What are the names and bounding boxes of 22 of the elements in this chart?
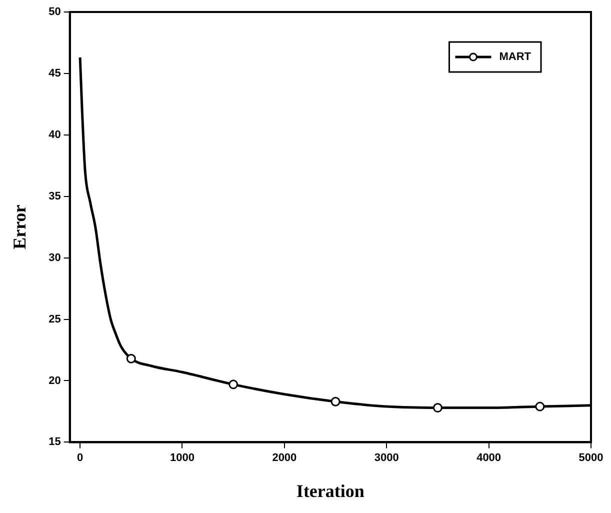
point xyxy=(535,402,545,412)
x-tick-label: 0 xyxy=(76,452,84,464)
y-tick-label: 20 xyxy=(48,374,61,387)
y-axis-title: Error xyxy=(9,204,30,250)
y-tick-label: 15 xyxy=(48,436,61,448)
x-axis-title: Iteration xyxy=(296,480,364,501)
y-tick-label: 50 xyxy=(48,6,61,18)
y-tick-label: 25 xyxy=(48,313,61,326)
x-tick-label: 5000 xyxy=(578,452,604,464)
point xyxy=(228,380,238,390)
x-tick-label: 4000 xyxy=(476,452,502,464)
x-tick-label: 2000 xyxy=(272,452,297,464)
legend-label: MART xyxy=(499,51,532,64)
y-tick-label: 45 xyxy=(48,67,61,80)
point xyxy=(126,354,136,364)
y-tick-label: 35 xyxy=(48,190,61,202)
x-tick-label: 3000 xyxy=(374,452,399,464)
point xyxy=(330,396,340,406)
x-tick-label: 1000 xyxy=(170,452,194,464)
point xyxy=(432,403,442,413)
y-tick-label: 40 xyxy=(48,128,61,141)
y-tick-label: 30 xyxy=(48,252,61,264)
